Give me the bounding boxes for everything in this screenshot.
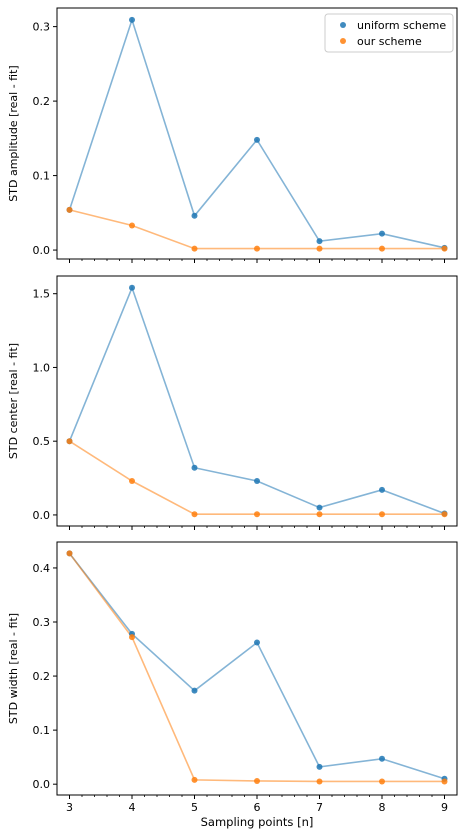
y-tick-label: 0.0 xyxy=(33,509,51,522)
x-axis-label: Sampling points [n] xyxy=(201,815,314,829)
data-point xyxy=(254,136,260,143)
data-point xyxy=(379,486,385,493)
plot-frame xyxy=(56,541,458,796)
x-tick-label: 4 xyxy=(129,801,136,814)
y-tick-label: 0.0 xyxy=(33,778,51,791)
panel-2: 0.0 0.5 1.0 1.5 STD center [real - fit] xyxy=(7,275,458,530)
y-axis-label: STD center [real - fit] xyxy=(7,343,20,459)
data-point xyxy=(191,687,198,694)
series-line-1 xyxy=(68,552,445,780)
data-point xyxy=(379,245,385,252)
y-tick-label: 0.1 xyxy=(33,724,51,737)
x-tick-label: 6 xyxy=(254,801,261,814)
y-tick-label: 0.2 xyxy=(33,670,51,683)
data-point xyxy=(316,504,323,511)
y-tick-label: 0.1 xyxy=(33,170,51,183)
data-point xyxy=(191,511,198,518)
x-tick-label: 7 xyxy=(316,801,323,814)
data-point xyxy=(66,550,73,557)
data-point xyxy=(441,778,448,785)
y-tick-label: 0.5 xyxy=(33,435,51,448)
data-point xyxy=(191,776,198,783)
data-point xyxy=(191,464,198,471)
data-point xyxy=(191,212,198,219)
data-point xyxy=(129,222,135,229)
legend-label-1: uniform scheme xyxy=(357,19,446,32)
data-point xyxy=(379,230,385,237)
data-point xyxy=(66,206,73,213)
data-point xyxy=(129,478,135,485)
data-point xyxy=(66,438,73,445)
data-point xyxy=(191,245,198,252)
data-point xyxy=(316,511,323,518)
y-tick-label: 0.2 xyxy=(33,95,51,108)
y-tick-label: 1.0 xyxy=(33,361,51,374)
panel-1: 0.0 0.1 0.2 0.3 STD amplitude [real - fit] xyxy=(7,7,458,263)
x-tick-label: 3 xyxy=(66,801,73,814)
data-point xyxy=(129,284,135,291)
legend-marker-1 xyxy=(340,22,346,28)
data-point xyxy=(316,778,323,785)
data-point xyxy=(441,245,448,252)
legend-label-2: our scheme xyxy=(357,35,422,48)
data-point xyxy=(379,778,385,785)
data-point xyxy=(379,755,385,762)
data-point xyxy=(441,511,448,518)
legend-box xyxy=(324,13,454,53)
data-point xyxy=(254,511,260,518)
series-line-2 xyxy=(69,440,445,516)
legend: uniform scheme our scheme xyxy=(324,13,454,53)
data-point xyxy=(129,634,135,641)
series-line-2 xyxy=(68,552,445,783)
y-tick-label: 1.5 xyxy=(33,288,51,301)
series-line-2 xyxy=(69,209,445,250)
y-tick-label: 0.3 xyxy=(33,21,51,34)
data-point xyxy=(254,478,260,485)
series-line-1 xyxy=(68,17,445,249)
y-axis-label: STD amplitude [real - fit] xyxy=(7,65,20,201)
data-point xyxy=(254,639,260,646)
y-tick-label: 0.4 xyxy=(33,562,51,575)
legend-marker-2 xyxy=(340,38,346,44)
data-point xyxy=(316,238,323,245)
y-tick-label: 0.0 xyxy=(33,244,51,257)
data-point xyxy=(316,245,323,252)
data-point xyxy=(254,777,260,784)
data-point xyxy=(379,511,385,518)
y-tick-label: 0.3 xyxy=(33,616,51,629)
plot-frame xyxy=(56,275,458,527)
x-tick-label: 8 xyxy=(379,801,386,814)
x-tick-label: 9 xyxy=(441,801,448,814)
data-point xyxy=(129,16,135,23)
data-point xyxy=(254,245,260,252)
x-tick-label: 5 xyxy=(191,801,198,814)
data-point xyxy=(316,763,323,770)
panel-3: 0.0 0.1 0.2 0.3 0.4 3 4 5 6 7 8 9 STD width [real - … xyxy=(7,541,458,814)
y-axis-label: STD width [real - fit] xyxy=(7,613,20,724)
